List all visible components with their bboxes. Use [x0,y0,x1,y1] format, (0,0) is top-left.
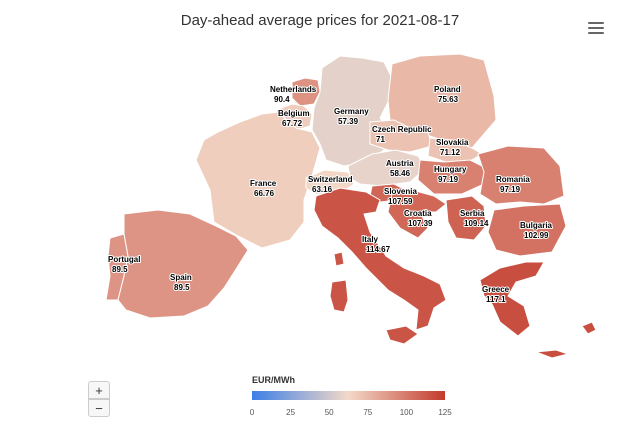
country-shape-italy[interactable] [313,187,447,331]
country-shape-italy-2[interactable] [385,325,419,345]
country-price-belgium: 67.72 [282,119,303,128]
country-shape-greece[interactable] [479,261,545,337]
country-label-netherlands: Netherlands [270,85,317,94]
country-shape-romania[interactable] [477,145,565,205]
country-shape-netherlands[interactable] [291,77,321,107]
country-label-czech-republic: Czech Republic [372,125,432,134]
country-price-austria: 58.46 [390,169,411,178]
country-price-croatia: 107.39 [408,219,433,228]
country-price-serbia: 109.14 [464,219,489,228]
country-shape-france[interactable] [195,111,321,249]
country-label-france: France [250,179,277,188]
country-price-switzerland: 63.16 [312,185,333,194]
country-label-portugal: Portugal [108,255,140,264]
country-shape-italy-1[interactable] [329,279,349,313]
country-label-spain: Spain [170,273,192,282]
country-price-portugal: 89.5 [112,265,128,274]
country-shape-spain[interactable] [117,209,249,319]
country-shape-bulgaria[interactable] [487,203,567,257]
country-price-slovakia: 71.12 [440,148,461,157]
hamburger-menu-icon[interactable] [588,22,604,36]
legend-color-scale [252,391,445,400]
country-price-hungary: 97.19 [438,175,459,184]
country-shape-croatia[interactable] [387,189,447,239]
country-shape-slovakia[interactable] [427,137,483,163]
zoom-out-button[interactable]: − [88,399,110,417]
country-price-romania: 97.19 [500,185,521,194]
map-title: Day-ahead average prices for 2021-08-17 [180,12,460,29]
legend-tick-label: 100 [399,408,414,417]
zoom-in-button[interactable]: + [88,381,110,399]
country-price-poland: 75.63 [438,95,459,104]
legend-tick-label: 50 [324,408,334,417]
country-price-slovenia: 107.59 [388,197,413,206]
country-label-slovakia: Slovakia [436,138,469,147]
country-label-belgium: Belgium [278,109,310,118]
country-price-spain: 89.5 [174,283,190,292]
country-shapes [105,53,597,359]
country-price-france: 66.76 [254,189,275,198]
legend-title: EUR/MWh [252,375,295,385]
legend-tick-label: 125 [438,408,452,417]
country-shape-greece-2[interactable] [581,321,597,335]
country-label-bulgaria: Bulgaria [520,221,553,230]
country-price-netherlands: 90.4 [274,95,290,104]
country-label-austria: Austria [386,159,414,168]
legend-tick-label: 25 [286,408,296,417]
country-label-romania: Romania [496,175,530,184]
country-shape-greece-1[interactable] [535,349,570,359]
country-shape-italy-3[interactable] [333,251,345,267]
country-price-bulgaria: 102.99 [524,231,549,240]
country-label-italy: Italy [362,235,379,244]
country-price-italy: 114.67 [366,245,391,254]
country-label-germany: Germany [334,107,369,116]
country-label-poland: Poland [434,85,461,94]
country-label-hungary: Hungary [434,165,467,174]
country-label-switzerland: Switzerland [308,175,353,184]
country-label-greece: Greece [482,285,510,294]
country-label-croatia: Croatia [404,209,432,218]
legend-tick-label: 0 [249,408,255,417]
country-shape-serbia[interactable] [445,195,487,241]
country-price-czech-republic: 71 [376,135,385,144]
country-price-germany: 57.39 [338,117,359,126]
country-label-slovenia: Slovenia [384,187,417,196]
country-price-greece: 117.1 [486,295,506,304]
country-label-serbia: Serbia [460,209,485,218]
legend-tick-label: 75 [363,408,373,417]
